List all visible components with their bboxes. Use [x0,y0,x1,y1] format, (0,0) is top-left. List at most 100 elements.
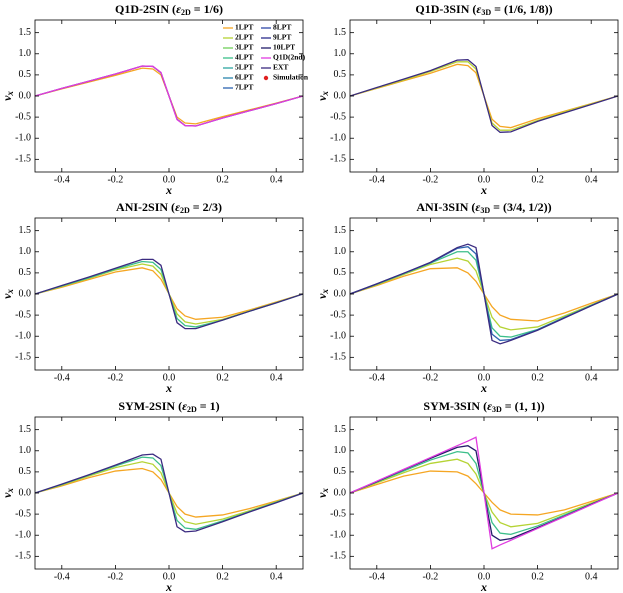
x-tick-label: -0.2 [107,372,123,383]
y-tick-label: 1.0 [334,48,347,59]
legend-label: 8LPT [273,23,291,32]
x-tick-label: -0.4 [369,571,385,582]
title-text: Q1D-3SIN ( [415,2,476,16]
y-tick-label: -1.0 [15,331,31,342]
legend-label: 9LPT [273,33,291,42]
x-axis-label: x [480,183,487,197]
x-tick-label: -0.2 [422,174,438,185]
x-tick-label: 0.2 [531,372,544,383]
x-tick-label: -0.4 [369,372,385,383]
y-tick-label: 0.5 [19,69,32,80]
legend-label: 6LPT [235,73,253,82]
y-tick-label: 0.5 [334,69,347,80]
x-tick-label: 0.0 [163,372,176,383]
y-tick-label: 0.5 [19,466,32,477]
title-sub: 3D [480,206,490,215]
title-sub: 2D [180,206,190,215]
y-tick-label: 1.0 [19,246,32,257]
y-tick-label: -0.5 [330,508,346,519]
x-tick-label: -0.2 [107,571,123,582]
y-label-main: v [315,95,329,101]
y-tick-label: -1.0 [330,530,346,541]
x-tick-label: -0.2 [422,571,438,582]
line-series [350,59,618,133]
y-tick-label: -1.5 [15,551,31,562]
y-label-sub: x [320,91,330,97]
legend-label: 5LPT [235,63,253,72]
x-tick-label: 0.4 [270,174,283,185]
line-series [350,243,618,345]
y-tick-label: 0.0 [19,90,32,101]
plot-area [350,243,618,345]
y-axis-label: vx [315,91,330,101]
y-tick-label: 1.0 [334,445,347,456]
plot-area [35,65,303,127]
line-series [35,453,303,533]
title-symbol: ε [476,2,481,16]
x-tick-label: 0.0 [478,571,491,582]
x-tick-label: -0.4 [369,174,385,185]
y-tick-label: 0.0 [19,288,32,299]
legend-label: 7LPT [235,83,253,92]
plot-area [35,453,303,533]
y-tick-label: -1.0 [330,331,346,342]
legend-label: EXT [273,63,288,72]
y-label-sub: x [320,289,330,295]
plot-area [35,258,303,330]
y-tick-label: 0.0 [334,487,347,498]
title-rest: = 1/6) [191,2,223,16]
y-tick-label: -1.5 [330,551,346,562]
y-tick-label: -0.5 [15,111,31,122]
x-tick-label: 0.2 [531,174,544,185]
title-text: Q1D-2SIN ( [115,2,176,16]
title-rest: = 2/3) [190,200,222,214]
x-tick-label: -0.4 [54,174,70,185]
panel-title: Q1D-3SIN (ε3D = (1/6, 1/8)) [415,2,552,17]
y-tick-label: -1.5 [15,154,31,165]
panel: -0.4 -0.2 0.0 0.2 0.4 -1.5 -1.0 -0.5 0.0 0.5 1.0 1.… [0,399,304,593]
y-tick-label: -0.5 [15,309,31,320]
x-tick-label: 0.0 [478,174,491,185]
legend-label: Simulation [273,73,309,82]
y-tick-label: -1.5 [330,352,346,363]
y-tick-label: -1.0 [15,133,31,144]
y-tick-label: 0.0 [334,90,347,101]
title-symbol: ε [487,399,492,413]
y-tick-label: -0.5 [330,111,346,122]
legend-label: 2LPT [235,33,253,42]
panel-title: ANI-2SIN (ε2D = 2/3) [116,200,222,215]
y-tick-label: 1.0 [19,445,32,456]
title-symbol: ε [176,2,181,16]
x-tick-label: 0.0 [163,174,176,185]
x-axis-label: x [165,381,172,395]
y-tick-label: 0.5 [334,267,347,278]
y-axis-label: vx [0,488,15,498]
title-text: SYM-2SIN ( [118,399,182,413]
y-tick-label: -1.5 [15,352,31,363]
panel: -0.4 -0.2 0.0 0.2 0.4 -1.5 -1.0 -0.5 0.0 0.5 1.0 1.… [315,399,619,593]
line-series [350,436,618,550]
y-tick-label: 1.5 [334,27,347,38]
x-tick-label: 0.0 [163,571,176,582]
legend-marker [263,75,269,81]
y-tick-label: 1.5 [334,225,347,236]
y-tick-label: 1.5 [19,27,32,38]
legend-label: 3LPT [235,43,253,52]
y-tick-label: 0.0 [19,487,32,498]
y-tick-label: 1.0 [19,48,32,59]
x-axis-label: x [165,183,172,197]
y-label-sub: x [5,91,15,97]
y-label-main: v [315,293,329,299]
title-symbol: ε [475,200,480,214]
panel-title: Q1D-2SIN (ε2D = 1/6) [115,2,223,17]
x-tick-label: 0.4 [270,372,283,383]
y-tick-label: -1.0 [330,133,346,144]
title-sub: 3D [492,405,502,414]
y-label-main: v [0,95,14,101]
x-tick-label: 0.4 [270,571,283,582]
x-tick-label: -0.4 [54,372,70,383]
y-label-sub: x [5,289,15,295]
y-axis-label: vx [315,488,330,498]
y-tick-label: 0.5 [19,267,32,278]
